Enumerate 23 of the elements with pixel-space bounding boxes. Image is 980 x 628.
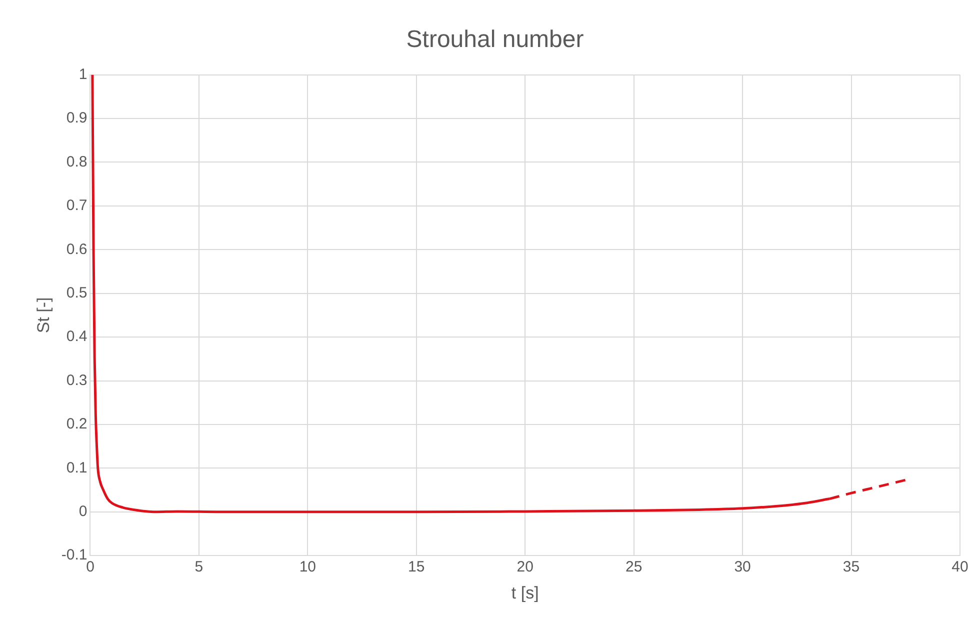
y-tick-label: 0 — [78, 503, 88, 520]
chart-title: Strouhal number — [406, 26, 584, 54]
y-tick-label: 0.6 — [66, 240, 88, 258]
x-tick-label: 10 — [299, 558, 316, 576]
y-tick-label: 0.5 — [66, 284, 88, 302]
x-tick-label: 40 — [952, 558, 968, 576]
y-tick-label: 0.8 — [66, 153, 88, 170]
y-tick-label: 0.2 — [66, 416, 88, 433]
y-tick-label: 1 — [78, 66, 88, 83]
y-tick-label: 0.4 — [66, 328, 88, 346]
y-tick-label: 0.1 — [66, 459, 88, 476]
x-tick-label: 35 — [842, 558, 860, 576]
x-tick-label: 25 — [626, 558, 642, 576]
x-tick-label: 30 — [734, 558, 751, 576]
y-axis-title: St [-] — [34, 297, 53, 334]
x-tick-label: 20 — [516, 558, 534, 576]
y-tick-label: 0.7 — [66, 197, 88, 214]
y-tick-label: 0.9 — [66, 110, 88, 127]
y-tick-label: -0.1 — [61, 546, 88, 564]
x-tick-label: 5 — [194, 558, 204, 576]
x-tick-label: 15 — [408, 558, 425, 576]
y-tick-label: 0.3 — [66, 372, 88, 389]
x-axis-title: t [s] — [511, 583, 539, 602]
